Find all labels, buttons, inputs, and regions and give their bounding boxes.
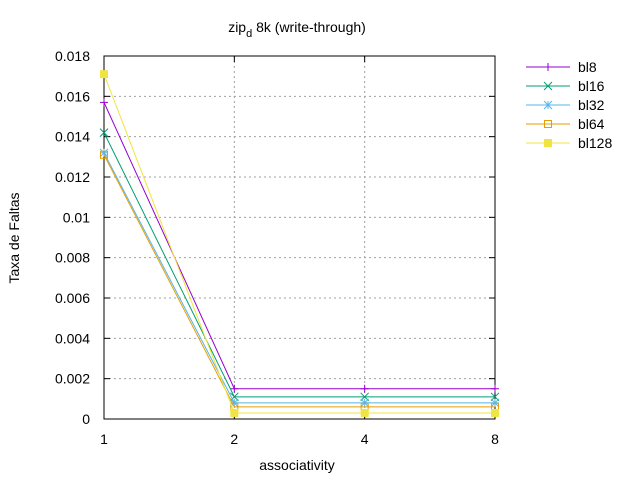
legend-marker xyxy=(543,100,553,110)
plot-frame xyxy=(103,55,496,420)
data-point xyxy=(99,148,109,158)
legend-item-bl64: bl64 xyxy=(526,116,605,132)
data-point xyxy=(360,408,369,417)
y-tick-label: 0.008 xyxy=(55,250,90,266)
y-tick-label: 0.016 xyxy=(55,88,90,104)
y-tick-label: 0.012 xyxy=(55,169,90,185)
y-tick-label: 0 xyxy=(82,411,90,427)
data-point xyxy=(229,392,239,402)
legend-item-bl32: bl32 xyxy=(526,97,605,113)
x-axis: 1 2 4 8 xyxy=(100,56,499,447)
data-point xyxy=(360,384,369,393)
data-point xyxy=(490,392,500,402)
data-point xyxy=(100,98,108,107)
legend-label: bl128 xyxy=(578,135,612,151)
y-axis: 0 0.002 0.004 0.006 0.008 0.01 0.012 0.014 0.016… xyxy=(55,48,495,427)
y-tick-label: 0.014 xyxy=(55,129,90,145)
data-point xyxy=(490,398,500,408)
x-tick-label: 4 xyxy=(361,431,369,447)
series-bl8 xyxy=(100,98,499,393)
data-point xyxy=(100,150,108,159)
title-subscript: d xyxy=(246,28,252,40)
series-line xyxy=(103,152,495,404)
chart-title: zipd 8k (write-through) xyxy=(228,19,366,40)
legend-label: bl64 xyxy=(578,116,605,132)
legend-marker xyxy=(544,63,552,71)
legend-label: bl8 xyxy=(578,59,597,75)
x-tick-label: 8 xyxy=(491,431,499,447)
x-axis-label: associativity xyxy=(259,457,334,473)
grid xyxy=(104,56,495,419)
legend: bl8 bl16 bl32 bl64 bl128 xyxy=(526,59,612,151)
series-bl32 xyxy=(99,148,500,408)
series-line xyxy=(103,132,495,398)
legend-marker xyxy=(544,120,552,128)
series-bl128 xyxy=(100,70,499,417)
y-tick-label: 0.018 xyxy=(55,48,90,64)
data-point xyxy=(100,70,108,79)
legend-item-bl16: bl16 xyxy=(526,78,605,94)
y-tick-label: 0.004 xyxy=(55,330,90,346)
legend-item-bl128: bl128 xyxy=(526,135,612,151)
data-point xyxy=(230,384,239,393)
legend-label: bl32 xyxy=(578,97,605,113)
series-group xyxy=(99,70,500,417)
legend-label: bl16 xyxy=(578,78,605,94)
data-point xyxy=(230,408,239,417)
legend-marker xyxy=(543,81,553,91)
series-bl16 xyxy=(99,128,500,402)
series-line xyxy=(103,154,495,408)
series-line xyxy=(103,102,495,390)
y-tick-label: 0.01 xyxy=(63,209,90,225)
x-tick-label: 1 xyxy=(100,431,108,447)
y-tick-label: 0.006 xyxy=(55,290,90,306)
data-point xyxy=(99,128,109,137)
data-point xyxy=(491,408,499,417)
data-point xyxy=(360,398,370,408)
series-bl64 xyxy=(100,150,499,411)
title-main: zip xyxy=(228,19,246,35)
legend-item-bl8: bl8 xyxy=(526,59,597,75)
data-point xyxy=(491,384,499,393)
series-line xyxy=(103,73,495,414)
legend-marker xyxy=(544,139,552,147)
y-axis-label: Taxa de Faltas xyxy=(6,192,22,283)
data-point xyxy=(360,392,370,402)
title-rest: 8k (write-through) xyxy=(252,19,366,35)
x-tick-label: 2 xyxy=(230,431,238,447)
y-tick-label: 0.002 xyxy=(55,371,90,387)
